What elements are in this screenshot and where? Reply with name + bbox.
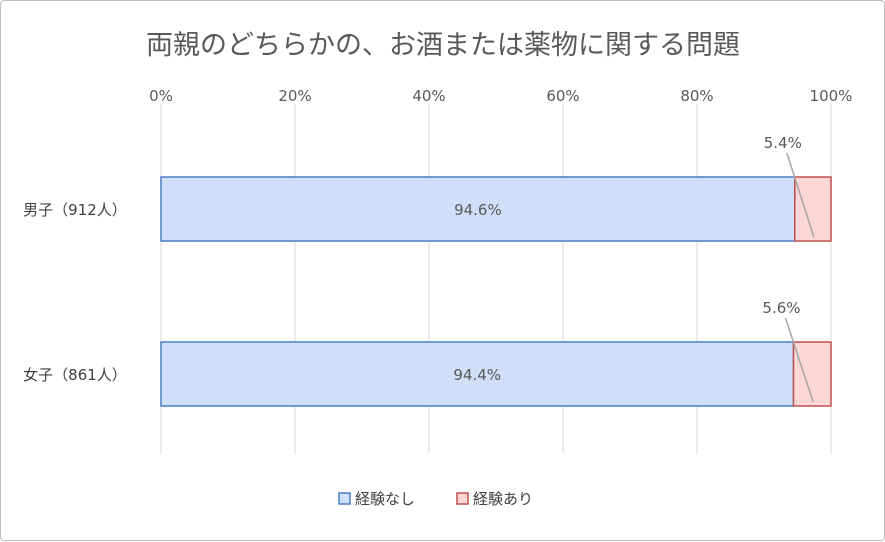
bar-segment (160, 176, 796, 242)
x-tick-label: 80% (680, 87, 713, 105)
bar-segment (792, 341, 832, 407)
data-labels: 94.6% 5.4% 94.4% 5.6% (453, 134, 815, 403)
chart-title: 両親のどちらかの、お酒または薬物に関する問題 (146, 30, 740, 61)
x-tick-label: 40% (412, 87, 445, 105)
data-label: 5.6% (762, 299, 800, 317)
category-labels: 男子（912人） 女子（861人） (23, 201, 127, 384)
leader-line (784, 317, 814, 403)
leader-line (786, 152, 815, 238)
category-label: 女子（861人） (23, 366, 127, 384)
legend: 経験なし 経験あり (338, 490, 533, 508)
x-tick-label: 20% (278, 87, 311, 105)
data-label: 94.4% (453, 366, 501, 384)
x-tick-label: 100% (810, 87, 853, 105)
x-axis-tick-labels: 0% 20% 40% 60% 80% 100% (149, 87, 852, 105)
data-label: 94.6% (454, 201, 502, 219)
bars (160, 176, 832, 407)
category-label: 男子（912人） (23, 201, 127, 219)
legend-swatch (456, 492, 469, 505)
legend-label: 経験なし (355, 490, 415, 508)
legend-swatch (338, 492, 351, 505)
x-tick-label: 60% (546, 87, 579, 105)
legend-label: 経験あり (473, 490, 533, 508)
x-tick-label: 0% (149, 87, 173, 105)
bar-segment (794, 176, 832, 242)
data-label: 5.4% (764, 134, 802, 152)
